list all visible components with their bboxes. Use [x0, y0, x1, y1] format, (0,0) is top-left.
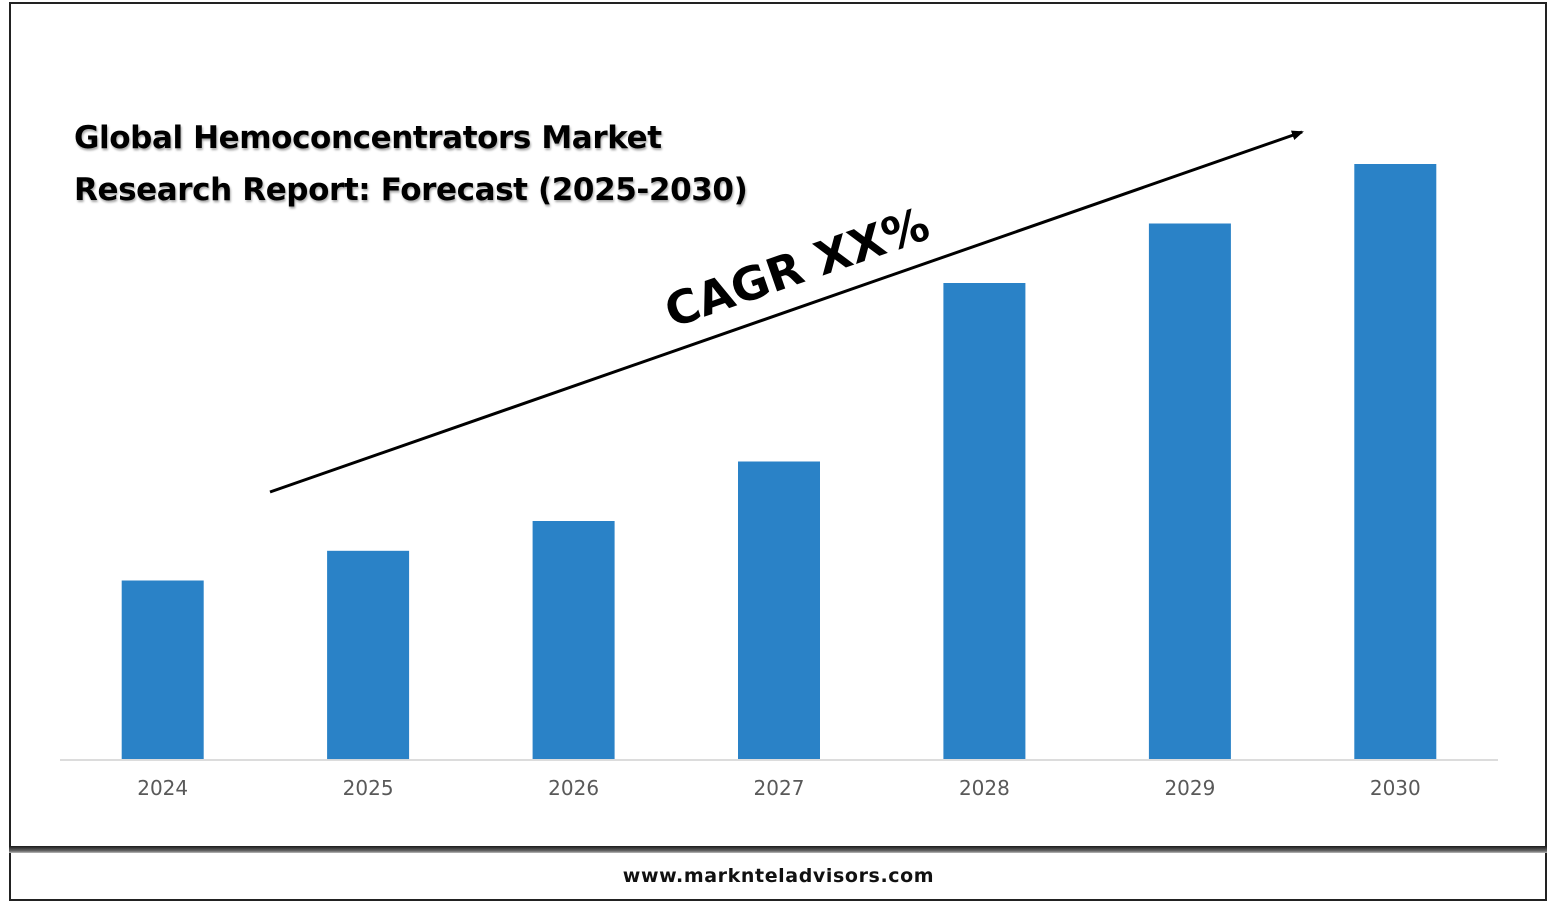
chart-title: Global Hemoconcentrators Market Research… — [74, 120, 748, 208]
bar-2028 — [943, 283, 1026, 759]
x-tick-label-2028: 2028 — [959, 776, 1010, 800]
footer-url: www.marknteladvisors.com — [622, 865, 935, 887]
footer-separator — [9, 846, 1547, 853]
bar-2024 — [121, 580, 204, 759]
x-tick-label-2024: 2024 — [137, 776, 188, 800]
growth-arrow — [269, 130, 1304, 494]
x-tick-label-2030: 2030 — [1370, 776, 1421, 800]
bar-2025 — [327, 550, 410, 760]
bar-2029 — [1148, 223, 1231, 759]
cagr-annotation: CAGR XX% — [658, 197, 936, 339]
x-tick-label-2026: 2026 — [548, 776, 599, 800]
bar-2027 — [738, 461, 820, 759]
x-tick-label-2029: 2029 — [1164, 776, 1215, 800]
bar-2030 — [1354, 164, 1437, 759]
x-tick-labels: 2024 2025 2026 2027 2028 2029 2030 — [137, 776, 1421, 800]
x-tick-label-2025: 2025 — [343, 776, 394, 800]
bar-2026 — [532, 521, 615, 759]
x-tick-label-2027: 2027 — [754, 776, 805, 800]
bars-group — [121, 164, 1437, 760]
